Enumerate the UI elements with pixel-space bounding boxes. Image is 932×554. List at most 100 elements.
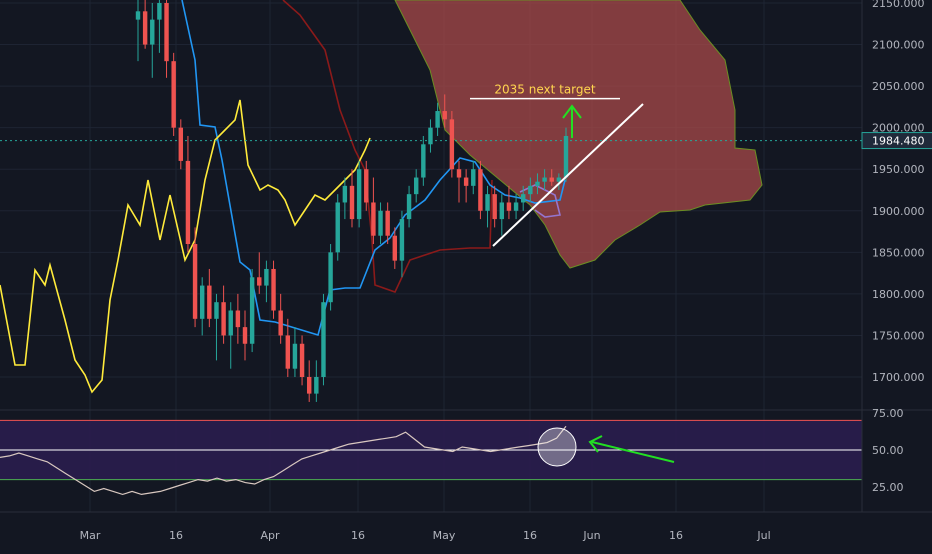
trendline[interactable] [492, 103, 644, 247]
candle-body[interactable] [378, 210, 383, 236]
candle-body[interactable] [306, 377, 312, 394]
rsi-tick-label: 75.00 [872, 407, 904, 420]
candle-body[interactable] [520, 194, 526, 203]
candle-body[interactable] [221, 302, 226, 336]
candle-body[interactable] [178, 127, 184, 161]
time-tick-label: 16 [669, 529, 683, 542]
candle-body[interactable] [150, 19, 155, 45]
time-tick-label: May [433, 529, 456, 542]
candle-body[interactable] [214, 302, 219, 319]
candle-body[interactable] [399, 219, 405, 261]
time-tick-label: 16 [351, 529, 365, 542]
time-tick-label: Apr [260, 529, 280, 542]
price-tick-label: 2000.000 [872, 122, 925, 135]
price-tick-label: 2150.000 [872, 0, 925, 10]
candle-body[interactable] [199, 285, 205, 319]
candle-body[interactable] [292, 343, 298, 369]
candle-body[interactable] [285, 335, 291, 369]
time-axis[interactable]: Mar 16 Apr 16 May 16 Jun 16 Jul [0, 511, 932, 542]
candle-body[interactable] [485, 194, 490, 211]
candle-body[interactable] [535, 181, 540, 186]
candle-body[interactable] [335, 202, 340, 253]
candle-body[interactable] [406, 194, 412, 220]
candle-body[interactable] [435, 111, 440, 128]
candle-body[interactable] [135, 11, 141, 20]
price-axis[interactable]: 2150.000 2100.000 2050.000 2000.000 1950.000… [861, 0, 925, 512]
candle-body[interactable] [449, 119, 455, 170]
conversion-line [181, 0, 566, 337]
up-arrow-icon [562, 104, 582, 138]
highlight-circle [537, 427, 577, 467]
price-tick-label: 1800.000 [872, 288, 925, 301]
candle-body[interactable] [257, 277, 262, 286]
candle-body[interactable] [549, 177, 554, 182]
candle-body[interactable] [242, 327, 248, 344]
candle-body[interactable] [563, 135, 569, 178]
time-tick-label: 16 [523, 529, 537, 542]
candle-body[interactable] [164, 3, 169, 62]
candle-body[interactable] [235, 310, 241, 328]
rsi-line [0, 425, 567, 496]
price-tick-label: 1850.000 [872, 246, 925, 259]
candle-body[interactable] [471, 169, 476, 186]
candle-body[interactable] [228, 310, 233, 336]
candle-body[interactable] [142, 11, 148, 45]
candle-body[interactable] [456, 169, 462, 178]
time-tick-label: 16 [169, 529, 183, 542]
time-tick-label: Jun [582, 529, 600, 542]
candle-body[interactable] [328, 252, 333, 303]
candle-body[interactable] [506, 202, 512, 211]
candle-body[interactable] [321, 302, 326, 377]
span-line [519, 184, 561, 218]
rsi-tick-label: 50.00 [872, 444, 904, 457]
candle-body[interactable] [428, 127, 433, 145]
candle-body[interactable] [271, 268, 276, 311]
candle-body[interactable] [171, 61, 176, 128]
price-badge-text: 1984.480 [872, 135, 925, 148]
price-tick-label: 2100.000 [872, 39, 925, 52]
candle-body[interactable] [478, 169, 483, 211]
candle-body[interactable] [413, 177, 419, 195]
candle-body[interactable] [442, 111, 447, 120]
candle-body[interactable] [278, 310, 283, 336]
candle-body[interactable] [185, 160, 191, 245]
current-price-badge: 1984.480 [861, 132, 932, 150]
candle-body[interactable] [463, 177, 469, 186]
candle-body[interactable] [157, 3, 162, 20]
candle-body[interactable] [364, 169, 369, 203]
kumo-fill [394, 0, 763, 269]
time-tick-label: Mar [80, 529, 101, 542]
ichimoku-cloud [394, 0, 763, 269]
candle-body[interactable] [556, 177, 562, 182]
annotations: 2035 next target [470, 83, 644, 247]
candles[interactable] [135, 0, 569, 402]
candle-body[interactable] [342, 185, 348, 203]
candle-body[interactable] [264, 268, 269, 286]
price-tick-label: 1900.000 [872, 205, 925, 218]
candle-body[interactable] [392, 235, 398, 261]
candle-body[interactable] [542, 177, 547, 182]
candle-body[interactable] [249, 277, 255, 344]
candle-body[interactable] [314, 377, 319, 394]
rsi-tick-label: 25.00 [872, 481, 904, 494]
candle-body[interactable] [192, 244, 198, 319]
candle-body[interactable] [492, 194, 497, 220]
price-badge-box [861, 132, 932, 150]
candle-body[interactable] [356, 169, 362, 220]
candle-body[interactable] [499, 202, 505, 220]
candle-body[interactable] [385, 210, 390, 236]
candle-body[interactable] [371, 202, 376, 236]
candle-body[interactable] [207, 285, 212, 319]
price-tick-label: 2050.000 [872, 80, 925, 93]
price-tick-label: 1750.000 [872, 329, 925, 342]
price-tick-label: 1700.000 [872, 371, 925, 384]
price-tick-label: 1950.000 [872, 163, 925, 176]
target-label: 2035 next target [494, 83, 596, 97]
candle-body[interactable] [299, 343, 305, 377]
candle-body[interactable] [528, 185, 533, 195]
candle-body[interactable] [349, 185, 355, 220]
candle-body[interactable] [513, 202, 519, 211]
candle-body[interactable] [421, 144, 426, 178]
